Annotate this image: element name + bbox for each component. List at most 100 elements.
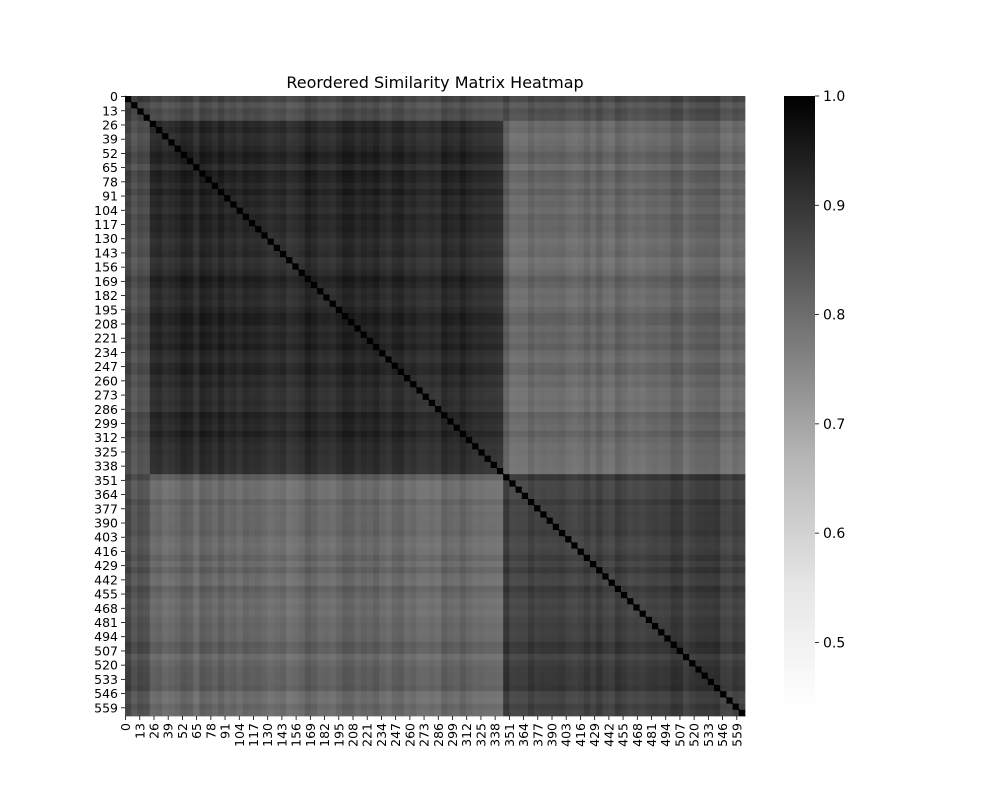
heatmap-cell	[639, 127, 647, 134]
heatmap-cell	[503, 300, 510, 308]
heatmap-cell	[472, 306, 479, 314]
heatmap-cell	[143, 120, 151, 128]
heatmap-cell	[652, 387, 659, 394]
heatmap-cell	[596, 102, 603, 109]
heatmap-cell	[224, 294, 231, 301]
heatmap-cell	[354, 114, 361, 122]
heatmap-cell	[242, 182, 250, 190]
heatmap-cell	[472, 232, 479, 239]
heatmap-cell	[416, 133, 423, 140]
heatmap-cell	[391, 306, 399, 314]
heatmap-cell	[422, 362, 430, 370]
heatmap-cell	[534, 102, 541, 109]
heatmap-cell	[447, 213, 454, 221]
heatmap-cell	[286, 139, 293, 146]
heatmap-cell	[360, 319, 368, 326]
heatmap-cell	[354, 337, 361, 345]
heatmap-cell	[726, 201, 733, 208]
heatmap-cell	[156, 331, 163, 339]
heatmap-cell	[205, 362, 213, 370]
heatmap-cell	[385, 300, 392, 308]
heatmap-cell	[379, 399, 386, 407]
heatmap-cell	[664, 399, 671, 407]
heatmap-cell	[695, 244, 702, 252]
heatmap-cell	[335, 133, 343, 140]
heatmap-cell	[633, 189, 640, 196]
heatmap-cell	[490, 139, 498, 146]
heatmap-cell	[199, 381, 206, 388]
heatmap-cell	[689, 337, 696, 345]
heatmap-cell	[335, 238, 343, 246]
heatmap-cell	[459, 313, 467, 320]
heatmap-cell	[162, 158, 169, 165]
heatmap-cell	[193, 294, 200, 301]
heatmap-cell	[379, 158, 386, 165]
heatmap-cell	[540, 213, 547, 221]
heatmap-cell	[695, 282, 702, 289]
heatmap-cell	[366, 151, 374, 159]
heatmap-cell	[193, 331, 200, 339]
heatmap-cell	[633, 251, 640, 258]
heatmap-cell	[143, 362, 151, 370]
heatmap-cell	[521, 294, 529, 301]
heatmap-cell	[422, 226, 430, 233]
heatmap-cell	[311, 220, 318, 227]
heatmap-cell	[552, 164, 560, 171]
heatmap-cell	[645, 207, 653, 215]
heatmap-cell	[453, 238, 461, 246]
heatmap-cell	[645, 251, 653, 258]
heatmap-cell	[478, 381, 485, 388]
heatmap-cell	[323, 158, 330, 165]
heatmap-cell	[329, 244, 337, 252]
heatmap-cell	[404, 207, 411, 215]
heatmap-cell	[428, 102, 436, 109]
heatmap-cell	[707, 145, 715, 153]
heatmap-cell	[379, 133, 386, 140]
heatmap-cell	[447, 319, 454, 326]
heatmap-cell	[670, 375, 678, 382]
heatmap-cell	[131, 387, 138, 394]
heatmap-cell	[503, 201, 510, 208]
heatmap-cell	[732, 151, 740, 159]
heatmap-cell	[726, 356, 733, 363]
heatmap-cell	[689, 381, 696, 388]
heatmap-cell	[261, 120, 268, 128]
heatmap-cell	[738, 220, 746, 227]
heatmap-cell	[149, 244, 157, 252]
heatmap-cell	[701, 201, 709, 208]
heatmap-cell	[397, 313, 405, 320]
heatmap-cell	[422, 381, 430, 388]
heatmap-cell	[701, 139, 709, 146]
heatmap-cell	[428, 244, 436, 252]
heatmap-cell	[342, 325, 349, 332]
heatmap-cell	[633, 288, 640, 295]
heatmap-cell	[211, 300, 219, 308]
heatmap-cell	[720, 114, 727, 122]
heatmap-cell	[298, 300, 306, 308]
heatmap-cell	[428, 220, 436, 227]
heatmap-cell	[738, 114, 746, 122]
heatmap-cell	[732, 319, 740, 326]
heatmap-cell	[720, 325, 727, 332]
heatmap-cell	[131, 319, 138, 326]
heatmap-cell	[366, 375, 374, 382]
heatmap-cell	[168, 96, 175, 103]
heatmap-cell	[242, 381, 250, 388]
heatmap-cell	[676, 164, 684, 171]
heatmap-cell	[397, 288, 405, 295]
heatmap-cell	[670, 393, 678, 401]
heatmap-cell	[298, 207, 306, 215]
heatmap-cell	[664, 102, 671, 109]
heatmap-cell	[614, 139, 622, 146]
heatmap-cell	[292, 375, 299, 382]
heatmap-cell	[639, 176, 647, 184]
heatmap-cell	[366, 393, 374, 401]
heatmap-cell	[521, 399, 529, 407]
heatmap-cell	[373, 387, 380, 394]
heatmap-cell	[304, 381, 312, 388]
heatmap-cell	[459, 381, 467, 388]
heatmap-cell	[199, 238, 206, 246]
heatmap-cell	[435, 313, 442, 320]
heatmap-cell	[571, 263, 578, 270]
heatmap-cell	[441, 306, 448, 314]
